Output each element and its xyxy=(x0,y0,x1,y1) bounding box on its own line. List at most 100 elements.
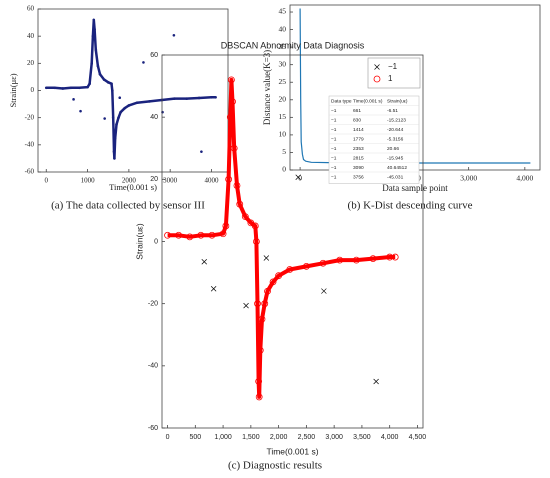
point xyxy=(214,95,217,99)
point xyxy=(94,48,98,52)
table-cell: −1 xyxy=(331,165,337,171)
point xyxy=(243,302,249,309)
point xyxy=(373,378,379,385)
table-cell: 830 xyxy=(353,117,361,123)
point xyxy=(391,253,399,261)
x-tick-label: 2,500 xyxy=(298,434,316,441)
point xyxy=(210,286,217,292)
table-cell: −1 xyxy=(331,108,337,114)
table-cell: −1 xyxy=(331,136,337,142)
point xyxy=(254,300,261,308)
point xyxy=(319,259,327,267)
x-axis-label: Data sample point xyxy=(382,183,448,193)
point xyxy=(275,272,283,280)
point xyxy=(53,86,56,90)
point xyxy=(78,86,81,90)
point xyxy=(90,62,93,65)
point xyxy=(113,136,117,140)
point xyxy=(256,346,264,354)
y-tick-label: 0 xyxy=(31,86,35,94)
point xyxy=(88,82,91,86)
point xyxy=(115,123,118,126)
legend-box xyxy=(367,57,421,89)
y-tick-label: 60 xyxy=(150,52,158,59)
legend-marker xyxy=(374,64,380,70)
table-cell: −1 xyxy=(331,146,337,152)
x-tick-label: 4,000 xyxy=(516,174,533,183)
point xyxy=(269,278,277,286)
table-cell: 1414 xyxy=(353,127,364,133)
table-cell: 2815 xyxy=(353,155,364,161)
y-tick-label: -40 xyxy=(148,363,158,370)
table-cell: 2353 xyxy=(353,146,364,152)
point xyxy=(229,98,236,106)
table-cell: −1 xyxy=(331,127,337,133)
point xyxy=(219,230,227,238)
table-header: Strain(uε) xyxy=(387,98,408,104)
caption: (b) K-Dist descending curve xyxy=(348,200,473,212)
x-tick-label: 4,000 xyxy=(381,434,399,441)
table-cell: 40.64512 xyxy=(387,165,407,171)
table-cell: -5.3156 xyxy=(387,136,404,142)
x-axis-label: Time(0.001 s) xyxy=(266,446,318,456)
point xyxy=(96,64,100,68)
y-tick-label: 35 xyxy=(279,42,287,51)
x-tick-label: 3,000 xyxy=(460,174,477,183)
point xyxy=(119,110,122,114)
point xyxy=(123,106,127,110)
point xyxy=(117,116,120,119)
series-line xyxy=(46,18,216,160)
point xyxy=(251,222,259,230)
point xyxy=(185,97,188,100)
point xyxy=(386,253,394,261)
point xyxy=(255,377,263,385)
point xyxy=(263,255,270,261)
chart: 05101520253035404501,0002,0003,0004,000D… xyxy=(262,4,541,193)
y-tick-label: -20 xyxy=(25,113,35,121)
y-tick-label: 15 xyxy=(279,112,287,121)
x-tick-label: 4000 xyxy=(204,177,219,185)
point xyxy=(230,144,238,152)
y-axis-label: Strain(με) xyxy=(8,73,18,107)
point xyxy=(118,96,122,100)
point xyxy=(92,18,96,22)
point xyxy=(241,213,249,221)
y-tick-label: -60 xyxy=(148,425,158,432)
y-tick-label: -40 xyxy=(25,140,35,148)
y-tick-label: 25 xyxy=(279,77,287,86)
y-tick-label: 5 xyxy=(282,147,286,156)
y-tick-label: 40 xyxy=(27,32,35,40)
point xyxy=(111,89,114,92)
table-cell: -15.945 xyxy=(387,155,404,161)
x-tick-label: 0 xyxy=(298,174,302,183)
x-tick-label: 4,500 xyxy=(409,434,427,441)
y-tick-label: -20 xyxy=(148,301,158,308)
point xyxy=(236,200,244,208)
table-cell: 20.66 xyxy=(387,146,399,152)
point xyxy=(201,258,208,265)
point xyxy=(102,78,106,81)
x-tick-label: 0 xyxy=(166,434,170,441)
point xyxy=(164,231,171,239)
point xyxy=(93,28,96,31)
point xyxy=(186,233,194,241)
point xyxy=(113,157,116,160)
x-tick-label: 1,500 xyxy=(242,434,260,441)
y-tick-label: 60 xyxy=(27,5,35,13)
point xyxy=(148,100,151,103)
point xyxy=(142,61,145,64)
point xyxy=(72,98,75,101)
y-tick-label: -60 xyxy=(25,168,35,176)
point xyxy=(286,266,294,273)
point xyxy=(44,86,48,90)
y-tick-label: 20 xyxy=(27,59,35,67)
x-tick-label: 1000 xyxy=(81,177,96,185)
y-tick-label: 40 xyxy=(150,114,158,121)
x-tick-label: 2,000 xyxy=(270,434,288,441)
point xyxy=(69,86,73,90)
x-axis-label: Time(0.001 s) xyxy=(109,182,157,192)
point xyxy=(261,300,269,308)
table-cell: −1 xyxy=(331,174,337,180)
table-cell: -15.2123 xyxy=(387,117,406,123)
